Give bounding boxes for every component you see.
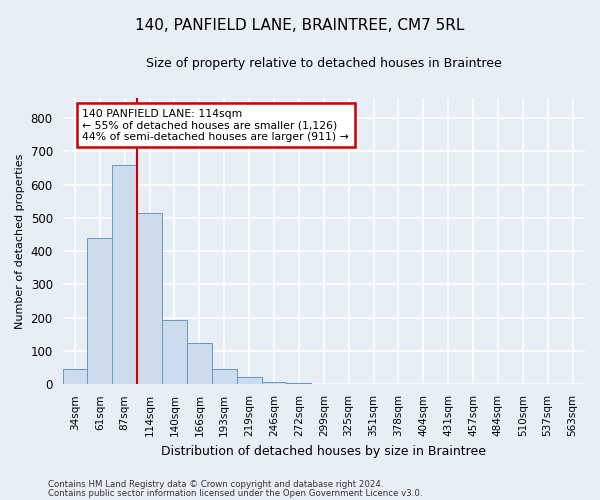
Bar [212,368,236,384]
Title: Size of property relative to detached houses in Braintree: Size of property relative to detached ho… [146,58,502,70]
Text: 140 PANFIELD LANE: 114sqm
← 55% of detached houses are smaller (1,126)
44% of se: 140 PANFIELD LANE: 114sqm ← 55% of detac… [82,108,349,142]
Bar [62,370,88,384]
Bar [187,342,212,384]
Bar [286,382,311,384]
Y-axis label: Number of detached properties: Number of detached properties [15,154,25,329]
Bar [162,320,187,384]
Text: Contains HM Land Registry data © Crown copyright and database right 2024.: Contains HM Land Registry data © Crown c… [48,480,383,489]
Bar [137,213,162,384]
Bar [88,238,112,384]
Text: Contains public sector information licensed under the Open Government Licence v3: Contains public sector information licen… [48,488,422,498]
Text: 140, PANFIELD LANE, BRAINTREE, CM7 5RL: 140, PANFIELD LANE, BRAINTREE, CM7 5RL [136,18,464,32]
Bar [112,164,137,384]
Bar [262,382,286,384]
Bar [236,377,262,384]
X-axis label: Distribution of detached houses by size in Braintree: Distribution of detached houses by size … [161,444,486,458]
